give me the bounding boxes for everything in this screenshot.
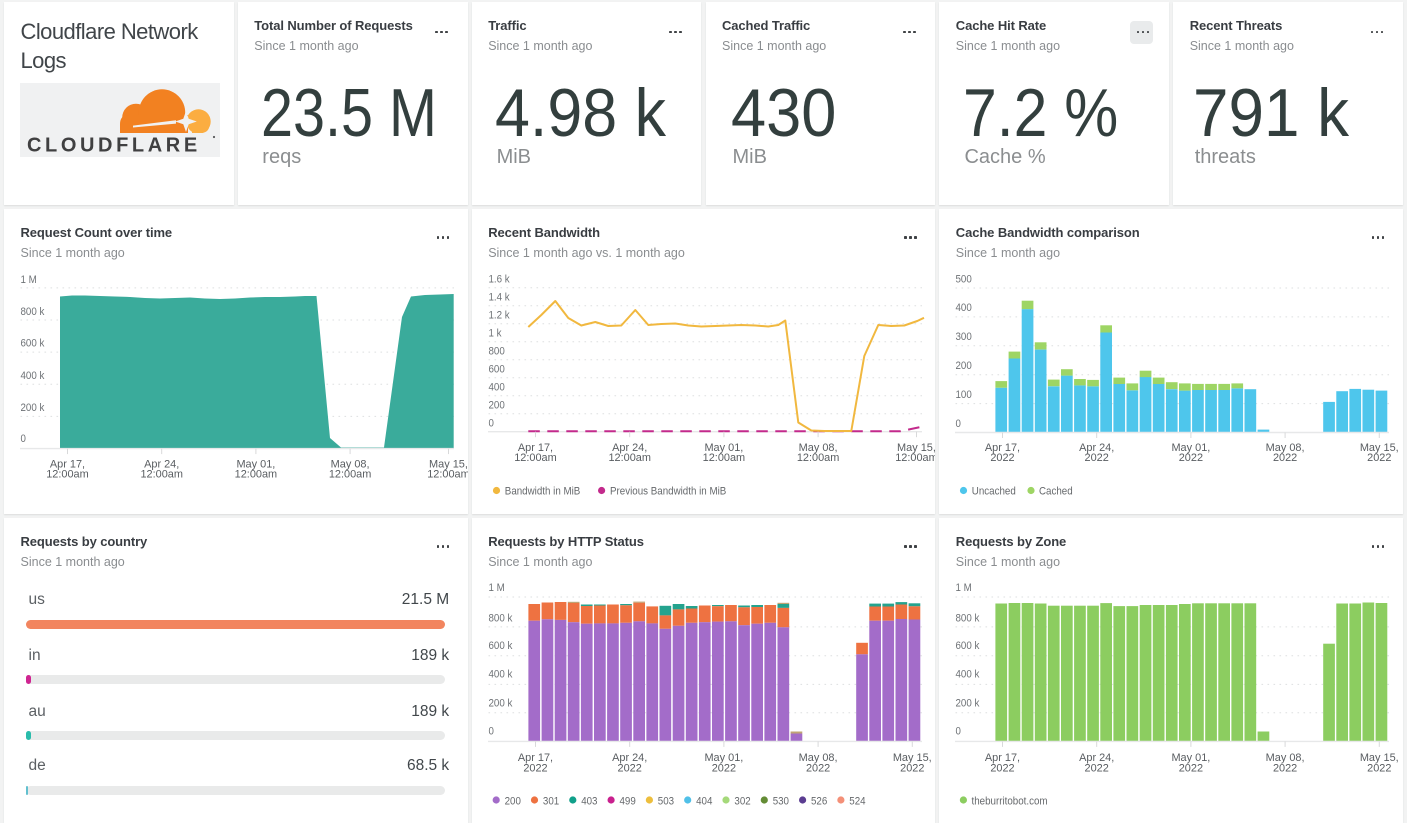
svg-text:2022: 2022 bbox=[1367, 452, 1391, 464]
svg-text:2022: 2022 bbox=[1085, 762, 1109, 774]
svg-text:403: 403 bbox=[581, 795, 597, 807]
svg-text:May 08,: May 08, bbox=[1266, 752, 1305, 764]
svg-text:Apr 17,: Apr 17, bbox=[985, 442, 1020, 454]
svg-text:2022: 2022 bbox=[1179, 762, 1203, 774]
svg-text:Previous Bandwidth in MiB: Previous Bandwidth in MiB bbox=[610, 485, 727, 497]
svg-text:200 k: 200 k bbox=[956, 698, 980, 710]
svg-text:0: 0 bbox=[956, 418, 961, 430]
svg-text:0: 0 bbox=[20, 433, 25, 445]
svg-text:0: 0 bbox=[956, 725, 961, 737]
svg-text:1.2 k: 1.2 k bbox=[488, 309, 509, 321]
svg-text:1 k: 1 k bbox=[488, 327, 501, 339]
svg-text:12:00am: 12:00am bbox=[514, 452, 556, 464]
svg-text:May 15,: May 15, bbox=[1360, 442, 1399, 454]
svg-text:May 15,: May 15, bbox=[897, 442, 936, 454]
svg-text:2022: 2022 bbox=[1273, 762, 1297, 774]
svg-text:May 01,: May 01, bbox=[1172, 442, 1211, 454]
svg-text:503: 503 bbox=[657, 795, 673, 807]
svg-text:Apr 24,: Apr 24, bbox=[144, 458, 179, 470]
svg-text:12:00am: 12:00am bbox=[329, 468, 371, 480]
svg-text:Apr 17,: Apr 17, bbox=[985, 752, 1020, 764]
svg-text:Apr 24,: Apr 24, bbox=[1079, 442, 1114, 454]
svg-text:300: 300 bbox=[956, 331, 972, 343]
svg-text:Bandwidth in MiB: Bandwidth in MiB bbox=[504, 485, 580, 497]
svg-text:1 M: 1 M bbox=[488, 582, 504, 594]
svg-text:524: 524 bbox=[849, 795, 866, 807]
svg-text:800 k: 800 k bbox=[488, 612, 512, 624]
svg-text:1.4 k: 1.4 k bbox=[488, 291, 509, 303]
svg-text:400 k: 400 k bbox=[488, 669, 512, 681]
svg-text:May 15,: May 15, bbox=[893, 752, 932, 764]
svg-text:May 01,: May 01, bbox=[704, 442, 743, 454]
svg-text:Apr 24,: Apr 24, bbox=[1079, 752, 1114, 764]
svg-text:2022: 2022 bbox=[1273, 452, 1297, 464]
svg-text:600: 600 bbox=[488, 363, 504, 375]
svg-text:2022: 2022 bbox=[1179, 452, 1203, 464]
svg-text:800 k: 800 k bbox=[956, 612, 980, 624]
svg-text:526: 526 bbox=[811, 795, 827, 807]
svg-text:200: 200 bbox=[956, 360, 972, 372]
svg-text:12:00am: 12:00am bbox=[702, 452, 744, 464]
svg-text:Apr 17,: Apr 17, bbox=[50, 458, 85, 470]
svg-text:200 k: 200 k bbox=[488, 698, 512, 710]
svg-text:12:00am: 12:00am bbox=[235, 468, 277, 480]
svg-text:Apr 17,: Apr 17, bbox=[518, 442, 553, 454]
svg-text:530: 530 bbox=[772, 795, 788, 807]
svg-text:2022: 2022 bbox=[1367, 762, 1391, 774]
svg-text:12:00am: 12:00am bbox=[797, 452, 839, 464]
svg-text:2022: 2022 bbox=[617, 762, 641, 774]
svg-text:2022: 2022 bbox=[991, 452, 1015, 464]
svg-text:May 15,: May 15, bbox=[429, 458, 468, 470]
svg-text:200: 200 bbox=[504, 795, 520, 807]
svg-text:12:00am: 12:00am bbox=[608, 452, 650, 464]
svg-text:12:00am: 12:00am bbox=[895, 452, 935, 464]
svg-text:May 01,: May 01, bbox=[704, 752, 743, 764]
svg-text:Uncached: Uncached bbox=[972, 485, 1016, 497]
svg-text:600 k: 600 k bbox=[488, 640, 512, 652]
svg-text:May 01,: May 01, bbox=[236, 458, 275, 470]
svg-text:100: 100 bbox=[956, 389, 972, 401]
svg-text:800: 800 bbox=[488, 345, 504, 357]
svg-text:2022: 2022 bbox=[991, 762, 1015, 774]
svg-text:theburritobot.com: theburritobot.com bbox=[972, 795, 1048, 807]
svg-text:499: 499 bbox=[619, 795, 635, 807]
svg-text:400: 400 bbox=[488, 381, 504, 393]
svg-text:2022: 2022 bbox=[523, 762, 547, 774]
svg-text:302: 302 bbox=[734, 795, 750, 807]
svg-text:Apr 24,: Apr 24, bbox=[612, 442, 647, 454]
svg-text:0: 0 bbox=[488, 417, 493, 429]
svg-text:Apr 24,: Apr 24, bbox=[612, 752, 647, 764]
svg-text:May 08,: May 08, bbox=[798, 442, 837, 454]
svg-text:Cached: Cached bbox=[1039, 485, 1073, 497]
svg-text:1.6 k: 1.6 k bbox=[488, 273, 509, 285]
svg-text:12:00am: 12:00am bbox=[140, 468, 182, 480]
svg-text:2022: 2022 bbox=[900, 762, 924, 774]
svg-text:2022: 2022 bbox=[1085, 452, 1109, 464]
svg-text:400 k: 400 k bbox=[956, 669, 980, 681]
svg-text:200 k: 200 k bbox=[20, 402, 44, 414]
svg-text:May 01,: May 01, bbox=[1172, 752, 1211, 764]
svg-text:301: 301 bbox=[543, 795, 559, 807]
svg-text:400: 400 bbox=[956, 302, 972, 314]
svg-text:12:00am: 12:00am bbox=[46, 468, 88, 480]
svg-text:Apr 17,: Apr 17, bbox=[518, 752, 553, 764]
svg-text:2022: 2022 bbox=[806, 762, 830, 774]
svg-text:404: 404 bbox=[696, 795, 713, 807]
svg-text:2022: 2022 bbox=[711, 762, 735, 774]
svg-text:1 M: 1 M bbox=[20, 274, 36, 286]
svg-text:May 08,: May 08, bbox=[331, 458, 370, 470]
svg-text:600 k: 600 k bbox=[956, 640, 980, 652]
svg-text:May 08,: May 08, bbox=[1266, 442, 1305, 454]
svg-text:400 k: 400 k bbox=[20, 370, 44, 382]
svg-text:600 k: 600 k bbox=[20, 337, 44, 349]
svg-text:800 k: 800 k bbox=[20, 306, 44, 318]
svg-text:CLOUDFLARE: CLOUDFLARE bbox=[27, 135, 201, 157]
svg-text:May 15,: May 15, bbox=[1360, 752, 1399, 764]
svg-text:1 M: 1 M bbox=[956, 582, 972, 594]
svg-text:500: 500 bbox=[956, 273, 972, 285]
svg-text:12:00am: 12:00am bbox=[427, 468, 467, 480]
svg-text:0: 0 bbox=[488, 725, 493, 737]
svg-text:200: 200 bbox=[488, 399, 504, 411]
svg-text:May 08,: May 08, bbox=[798, 752, 837, 764]
